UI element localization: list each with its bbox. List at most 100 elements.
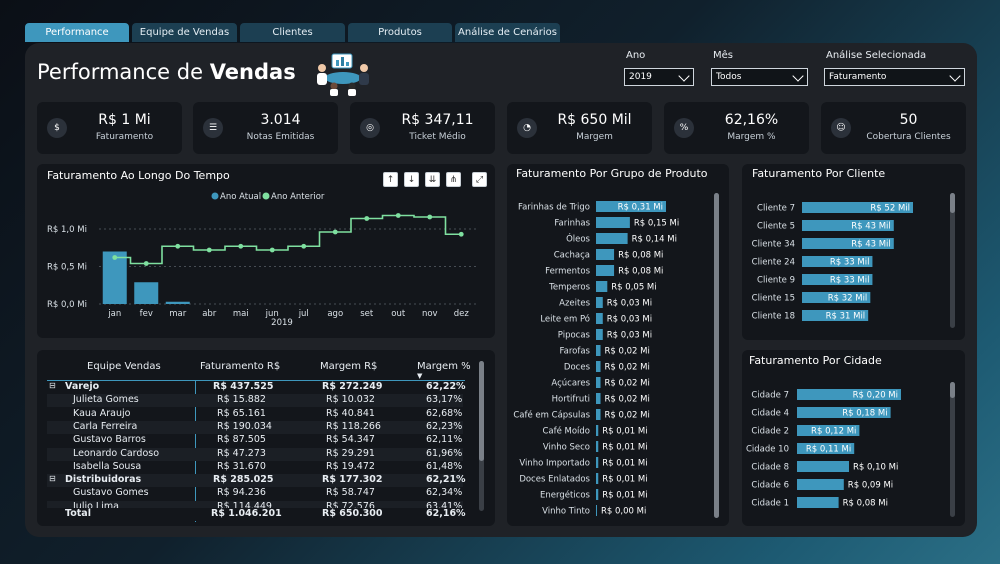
cell-margem-pct: 62,34% <box>426 487 463 499</box>
cell-faturamento: R$ 87.505 <box>217 434 266 446</box>
category-label: Farinhas de Trigo <box>518 203 590 213</box>
drill-down-icon[interactable]: ↓ <box>404 172 419 187</box>
page-title-bold: Vendas <box>209 60 296 84</box>
point-ano-anterior <box>143 261 149 266</box>
table-scrollbar[interactable] <box>479 361 484 511</box>
ano-select[interactable]: 2019 <box>624 68 694 86</box>
category-label: Vinho Importado <box>519 459 590 469</box>
data-label: R$ 0,02 Mi <box>605 363 650 373</box>
col-header-margem-pct[interactable]: Margem % <box>417 361 471 372</box>
bar <box>802 292 871 303</box>
city-panel <box>742 350 965 526</box>
category-label: Cachaça <box>554 251 590 261</box>
col-header-margem[interactable]: Margem R$ <box>320 361 378 372</box>
x-tick-label: fev <box>140 309 153 319</box>
cell-name: Leonardo Cardoso <box>73 447 160 459</box>
kpi-faturamento: $ R$ 1 Mi Faturamento <box>37 102 182 154</box>
coins-icon: ◎ <box>360 118 380 138</box>
cell-margem: R$ 177.302 <box>322 474 383 486</box>
percent-icon: % <box>674 118 694 138</box>
focus-mode-icon[interactable]: ⤢ <box>472 172 487 187</box>
data-label: R$ 0,08 Mi <box>618 251 663 261</box>
expand-next-level-icon[interactable]: ⇊ <box>425 172 440 187</box>
table-row: Kaua Araujo R$ 65.161 R$ 40.841 62,68% <box>47 408 463 421</box>
legend-atual-label: Ano Atual <box>220 192 261 202</box>
bar <box>596 345 601 356</box>
y-tick-label: R$ 0,0 Mi <box>47 300 87 310</box>
data-label: R$ 33 Mil <box>830 258 870 268</box>
data-label: R$ 31 Mil <box>826 312 866 322</box>
category-label: Café em Cápsulas <box>513 410 590 421</box>
data-label: R$ 43 Mil <box>851 222 891 232</box>
kpi-label: Cobertura Clientes <box>866 132 951 142</box>
kpi-label: Margem <box>576 132 613 142</box>
filter-mes-label: Mês <box>713 50 733 61</box>
ano-select-value: 2019 <box>629 72 652 82</box>
cell-margem: R$ 29.291 <box>326 447 375 459</box>
category-label: Vinho Tinto <box>542 507 590 517</box>
cell-margem-pct: 62,68% <box>426 407 463 419</box>
data-label: R$ 0,10 Mi <box>853 463 898 473</box>
point-ano-anterior <box>395 213 401 218</box>
collapse-icon[interactable]: ⊟ <box>49 381 56 390</box>
chevron-down-icon <box>678 70 690 82</box>
data-label: R$ 0,11 Mi <box>806 445 851 455</box>
y-tick-label: R$ 1,0 Mi <box>47 225 87 235</box>
x-tick-label: abr <box>202 309 217 319</box>
category-label: Cidade 4 <box>751 409 789 419</box>
data-label: R$ 0,20 Mi <box>853 391 898 401</box>
category-label: Energéticos <box>540 490 591 501</box>
mes-select[interactable]: Todos <box>711 68 808 86</box>
cell-margem: R$ 58.747 <box>326 487 375 499</box>
table-group-row[interactable]: ⊟ Distribuidoras R$ 285.025 R$ 177.302 62,21… <box>47 474 466 488</box>
client-scrollbar[interactable] <box>950 193 955 328</box>
city-scrollbar[interactable] <box>950 382 955 517</box>
kpi-cobertura-clientes: ☺ 50 Cobertura Clientes <box>821 102 966 154</box>
category-label: Açúcares <box>551 379 590 389</box>
mes-select-value: Todos <box>716 72 742 82</box>
sort-descending-icon[interactable]: ▼ <box>417 372 423 380</box>
bar <box>596 217 630 228</box>
category-label: Cidade 2 <box>751 427 789 437</box>
table-row: Leonardo Cardoso R$ 47.273 R$ 29.291 61,96% <box>47 447 463 461</box>
category-label: Cliente 15 <box>752 294 795 304</box>
clipboard-icon: ☰ <box>203 118 223 138</box>
x-axis-year: 2019 <box>271 318 293 328</box>
table-header: Equipe Vendas Faturamento R$ Margem R$ M… <box>47 358 471 380</box>
point-ano-anterior <box>301 243 307 249</box>
table-group-row[interactable]: ⊟ Varejo R$ 437.525 R$ 272.249 62,22% <box>47 381 466 394</box>
cell-margem-pct: 61,48% <box>426 460 463 472</box>
tab-performance[interactable]: Performance <box>25 23 129 42</box>
kpi-value: R$ 1 Mi <box>98 112 151 128</box>
cell-name: Isabella Sousa <box>73 460 142 472</box>
data-label: R$ 0,02 Mi <box>605 347 650 357</box>
collapse-icon[interactable]: ⊟ <box>49 474 56 484</box>
expand-hierarchy-icon[interactable]: ⋔ <box>446 172 461 187</box>
tab-clientes[interactable]: Clientes <box>240 23 345 42</box>
time-chart-title: Faturamento Ao Longo Do Tempo <box>47 169 230 182</box>
bar <box>596 489 599 500</box>
product-scrollbar[interactable] <box>714 193 719 518</box>
col-header-faturamento[interactable]: Faturamento R$ <box>200 361 281 372</box>
tab-equipe-de-vendas[interactable]: Equipe de Vendas <box>132 23 237 42</box>
legend-anterior-marker <box>262 192 270 200</box>
table-row: Isabella Sousa R$ 31.670 R$ 19.472 61,48% <box>47 461 463 474</box>
data-label: R$ 0,31 Mi <box>618 203 663 213</box>
bar <box>797 407 891 418</box>
x-tick-label: jul <box>298 309 309 319</box>
tab-analise-de-cenarios[interactable]: Análise de Cenários <box>455 23 560 42</box>
data-label: R$ 52 Mil <box>870 204 910 214</box>
tab-produtos[interactable]: Produtos <box>348 23 452 42</box>
analise-select[interactable]: Faturamento <box>824 68 965 86</box>
point-ano-anterior <box>269 247 275 253</box>
kpi-notas-emitidas: ☰ 3.014 Notas Emitidas <box>193 102 338 154</box>
cell-faturamento: R$ 285.025 <box>213 474 274 486</box>
legend-atual-marker <box>211 192 219 200</box>
category-label: Cidade 8 <box>751 463 789 473</box>
table-total-row: Total R$ 1.046.201 R$ 650.300 62,16% <box>47 508 466 521</box>
dollar-icon: $ <box>47 118 67 138</box>
bar <box>596 329 603 340</box>
drill-up-icon[interactable]: ↑ <box>383 172 398 187</box>
total-margem-pct: 62,16% <box>426 508 466 519</box>
col-header-equipe[interactable]: Equipe Vendas <box>87 361 161 372</box>
